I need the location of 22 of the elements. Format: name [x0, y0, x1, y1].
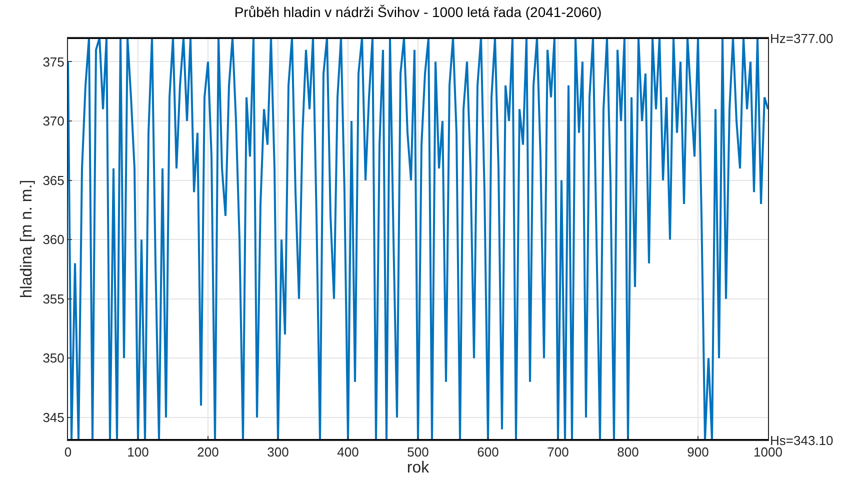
y-tick-label: 345: [42, 410, 64, 426]
ref-line-label: Hz=377.00: [770, 31, 834, 46]
x-tick-label: 900: [687, 444, 709, 460]
x-tick-label: 800: [617, 444, 639, 460]
x-tick-label: 500: [407, 444, 429, 460]
chart-title: Průběh hladin v nádrži Švihov - 1000 letá řada (2041-2060): [234, 4, 602, 20]
y-tick-label: 370: [42, 114, 64, 129]
y-tick-label: 350: [42, 350, 64, 366]
y-tick-label: 365: [42, 172, 64, 188]
x-tick-label: 700: [547, 444, 569, 460]
x-tick-label: 600: [477, 444, 499, 460]
y-tick-label: 355: [42, 291, 64, 306]
x-tick-label: 400: [337, 444, 359, 460]
y-tick-label: 375: [42, 54, 64, 70]
x-axis-title: rok: [406, 460, 430, 477]
x-tick-label: 100: [127, 444, 149, 460]
x-tick-label: 200: [197, 444, 219, 460]
x-tick-label: 0: [64, 444, 72, 460]
line-series: [68, 38, 768, 440]
y-tick-label: 360: [42, 232, 64, 248]
y-axis-title: hladina [m n. m.]: [18, 180, 36, 298]
x-tick-label: 300: [267, 444, 289, 460]
